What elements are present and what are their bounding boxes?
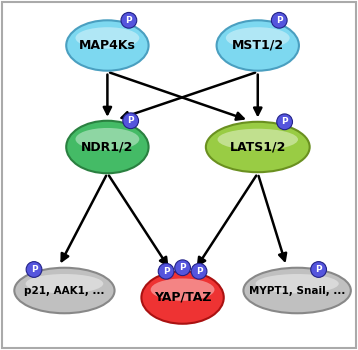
Text: NDR1/2: NDR1/2 [81,140,134,154]
Ellipse shape [191,263,207,279]
Text: P: P [315,265,322,274]
Ellipse shape [121,12,137,28]
Ellipse shape [14,268,115,313]
Text: p21, AAK1, ...: p21, AAK1, ... [24,286,105,295]
Ellipse shape [66,121,149,173]
Ellipse shape [271,12,287,28]
Text: LATS1/2: LATS1/2 [229,140,286,154]
Ellipse shape [175,260,190,276]
Ellipse shape [256,274,339,293]
Ellipse shape [76,27,139,49]
Ellipse shape [217,20,299,71]
Ellipse shape [243,268,351,313]
Text: MAP4Ks: MAP4Ks [79,39,136,52]
Text: P: P [276,16,282,25]
Ellipse shape [218,129,298,150]
Ellipse shape [311,261,326,278]
Ellipse shape [151,279,214,301]
Text: P: P [127,116,134,125]
Text: P: P [281,117,288,126]
Ellipse shape [66,20,149,71]
Text: MST1/2: MST1/2 [232,39,284,52]
Text: P: P [179,263,186,272]
Text: YAP/TAZ: YAP/TAZ [154,291,211,304]
Ellipse shape [158,263,174,279]
Ellipse shape [25,274,103,293]
Text: P: P [31,265,37,274]
Ellipse shape [277,114,292,130]
Text: P: P [163,267,169,276]
Text: P: P [126,16,132,25]
Ellipse shape [123,113,139,129]
Ellipse shape [141,271,224,324]
Text: MYPT1, Snail, ...: MYPT1, Snail, ... [249,286,345,295]
Ellipse shape [226,27,290,49]
Ellipse shape [26,261,42,278]
Ellipse shape [76,128,139,150]
Text: P: P [196,267,202,276]
Ellipse shape [206,122,310,172]
